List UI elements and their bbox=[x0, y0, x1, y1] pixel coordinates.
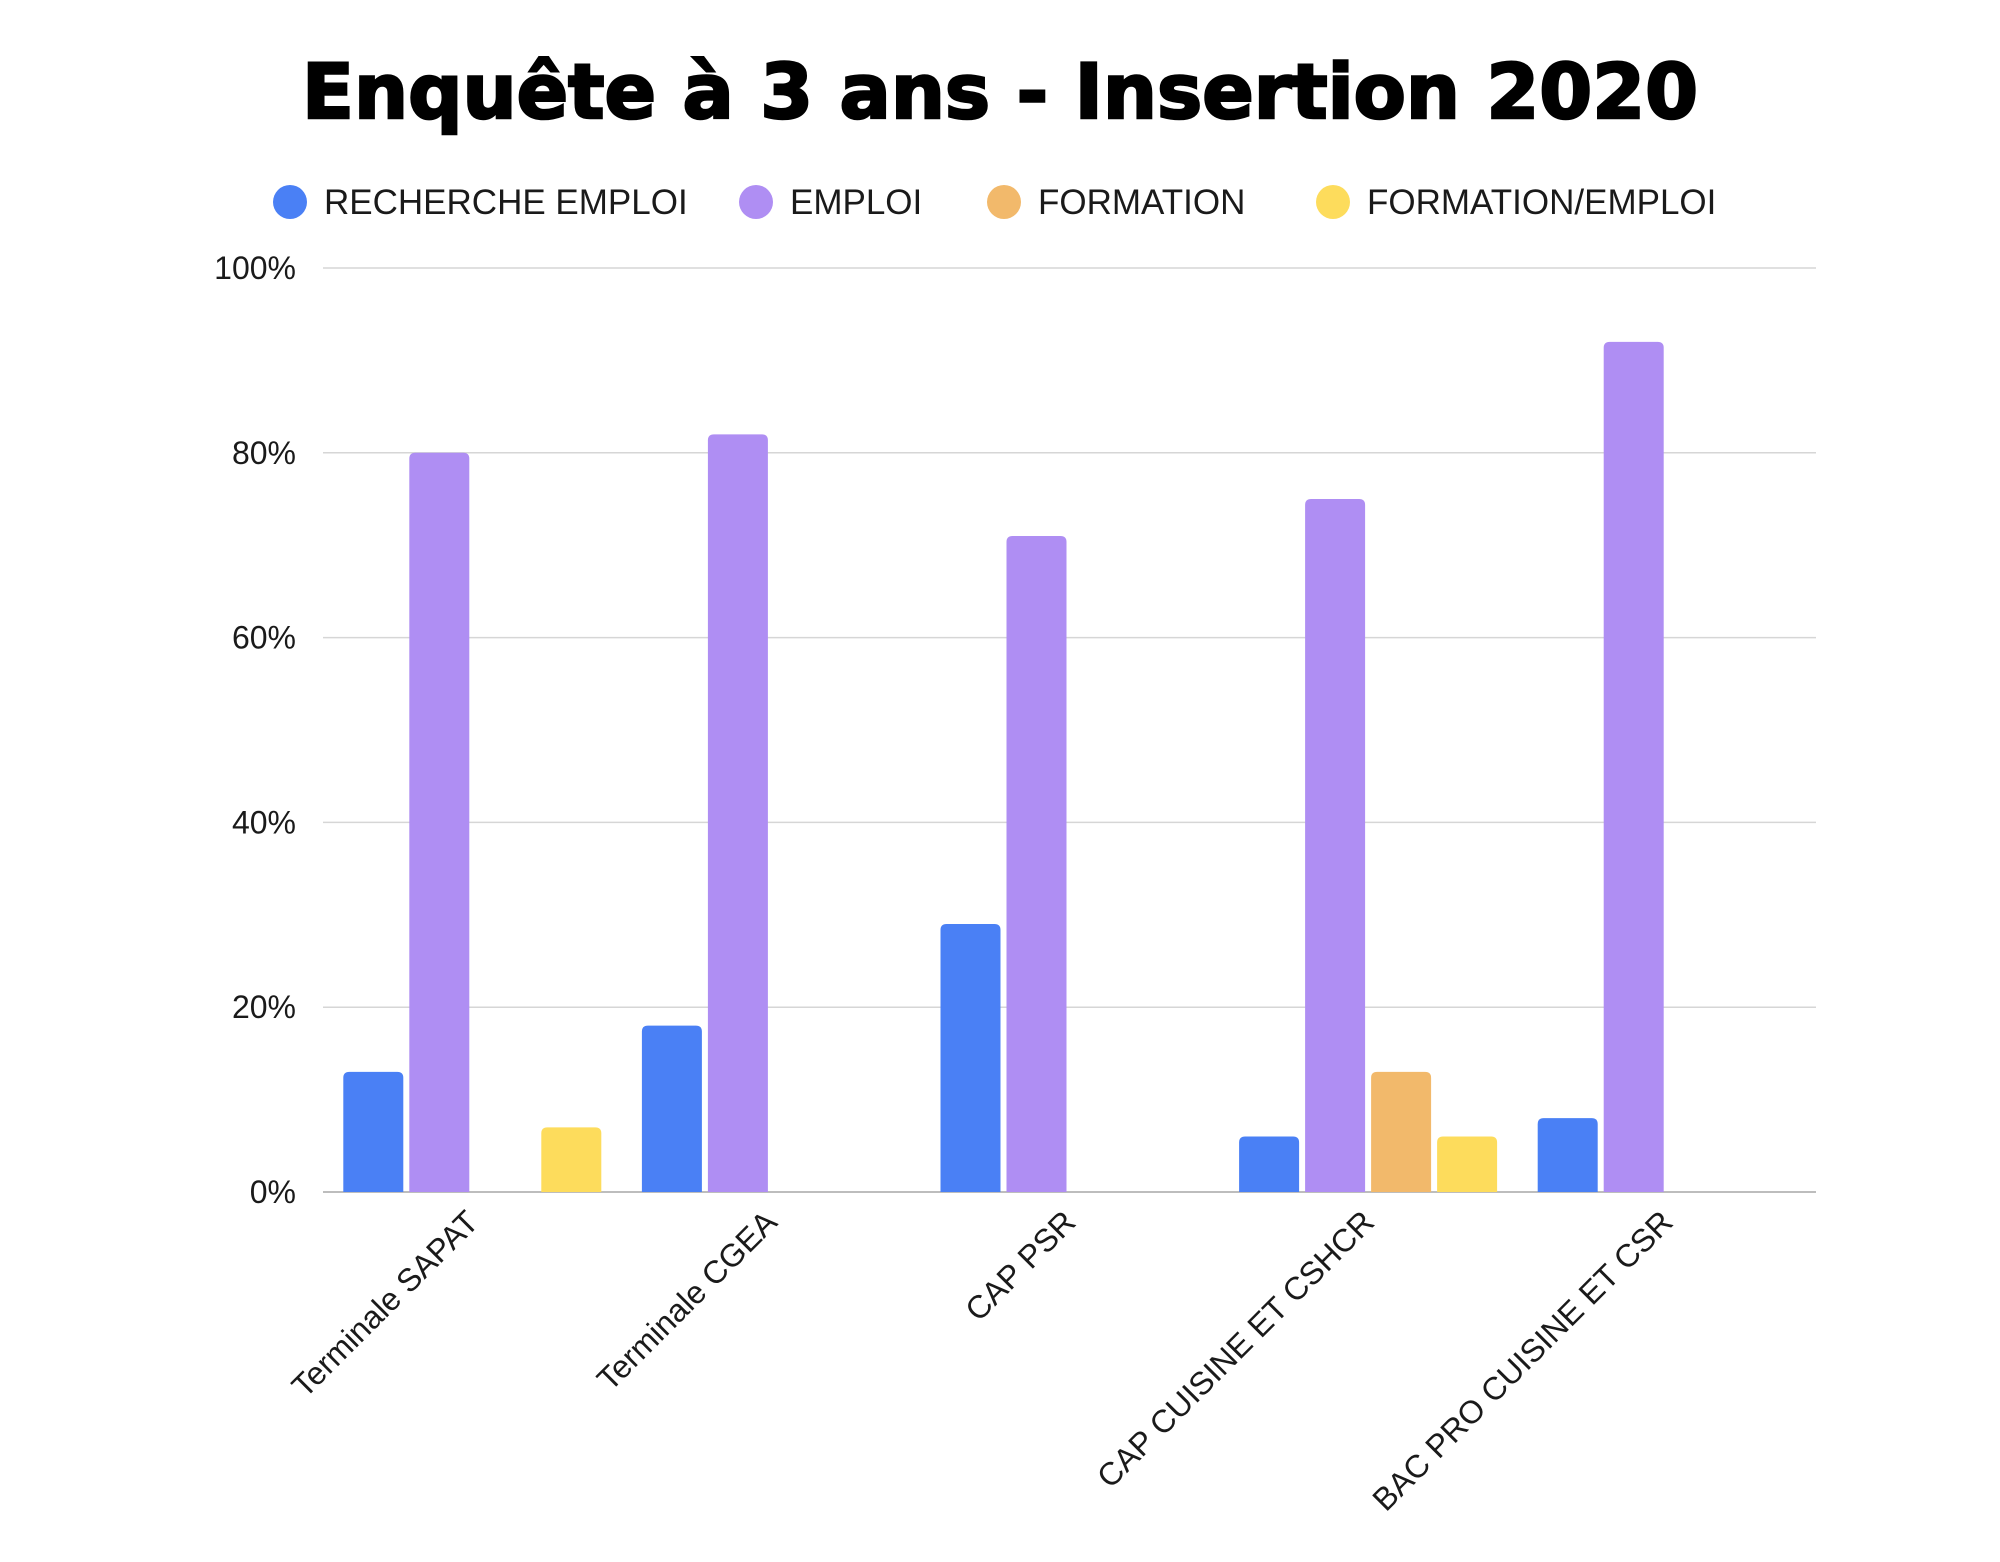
legend-swatch bbox=[273, 185, 307, 219]
y-tick-label: 100% bbox=[214, 250, 296, 286]
x-axis: Terminale SAPAT Terminale CGEA CAP PSR CAP … bbox=[285, 1203, 1680, 1518]
x-category-label: BAC PRO CUISINE ET CSR bbox=[1365, 1203, 1679, 1517]
y-tick-label: 60% bbox=[232, 620, 296, 656]
legend-item: EMPLOI bbox=[739, 183, 922, 222]
bars bbox=[343, 341, 1664, 1192]
legend-swatch bbox=[739, 185, 773, 219]
legend-label: EMPLOI bbox=[790, 183, 922, 222]
x-category-label: Terminale CGEA bbox=[590, 1203, 784, 1397]
legend-item: RECHERCHE EMPLOI bbox=[273, 183, 688, 222]
bar-recherche-emploi-1 bbox=[343, 1071, 404, 1192]
bar-emploi-2 bbox=[707, 434, 768, 1192]
bar-emploi-3 bbox=[1006, 535, 1067, 1192]
legend-item: FORMATION bbox=[987, 183, 1245, 222]
legend-item: FORMATION/EMPLOI bbox=[1316, 183, 1716, 222]
bar-emploi-1 bbox=[409, 452, 470, 1192]
legend-label: FORMATION bbox=[1038, 183, 1245, 222]
bar-emploi-4 bbox=[1305, 499, 1366, 1192]
bar-formation-emploi-4 bbox=[1437, 1136, 1498, 1192]
bar-recherche-emploi-2 bbox=[641, 1025, 702, 1192]
y-axis: 0% 20% 40% 60% 80% 100% bbox=[214, 250, 296, 1210]
bar-formation-emploi-1 bbox=[541, 1127, 602, 1192]
legend-swatch bbox=[987, 185, 1021, 219]
legend-swatch bbox=[1316, 185, 1350, 219]
x-category-label: CAP PSR bbox=[958, 1203, 1082, 1327]
grid bbox=[323, 267, 1816, 1193]
legend: RECHERCHE EMPLOI EMPLOI FORMATION FORMATION… bbox=[273, 183, 1716, 222]
x-category-label: CAP CUISINE ET CSHCR bbox=[1090, 1203, 1381, 1494]
bar-formation-4 bbox=[1371, 1071, 1432, 1192]
y-tick-label: 20% bbox=[232, 989, 296, 1025]
y-tick-label: 40% bbox=[232, 804, 296, 840]
bar-recherche-emploi-3 bbox=[940, 924, 1001, 1192]
bar-recherche-emploi-4 bbox=[1239, 1136, 1300, 1192]
bar-recherche-emploi-5 bbox=[1537, 1118, 1598, 1192]
y-tick-label: 0% bbox=[250, 1174, 296, 1210]
legend-label: RECHERCHE EMPLOI bbox=[324, 183, 688, 222]
legend-label: FORMATION/EMPLOI bbox=[1367, 183, 1716, 222]
x-category-label: Terminale SAPAT bbox=[285, 1203, 486, 1404]
bar-emploi-5 bbox=[1603, 341, 1664, 1192]
y-tick-label: 80% bbox=[232, 435, 296, 471]
chart-title: Enquête à 3 ans - Insertion 2020 bbox=[302, 47, 1698, 136]
